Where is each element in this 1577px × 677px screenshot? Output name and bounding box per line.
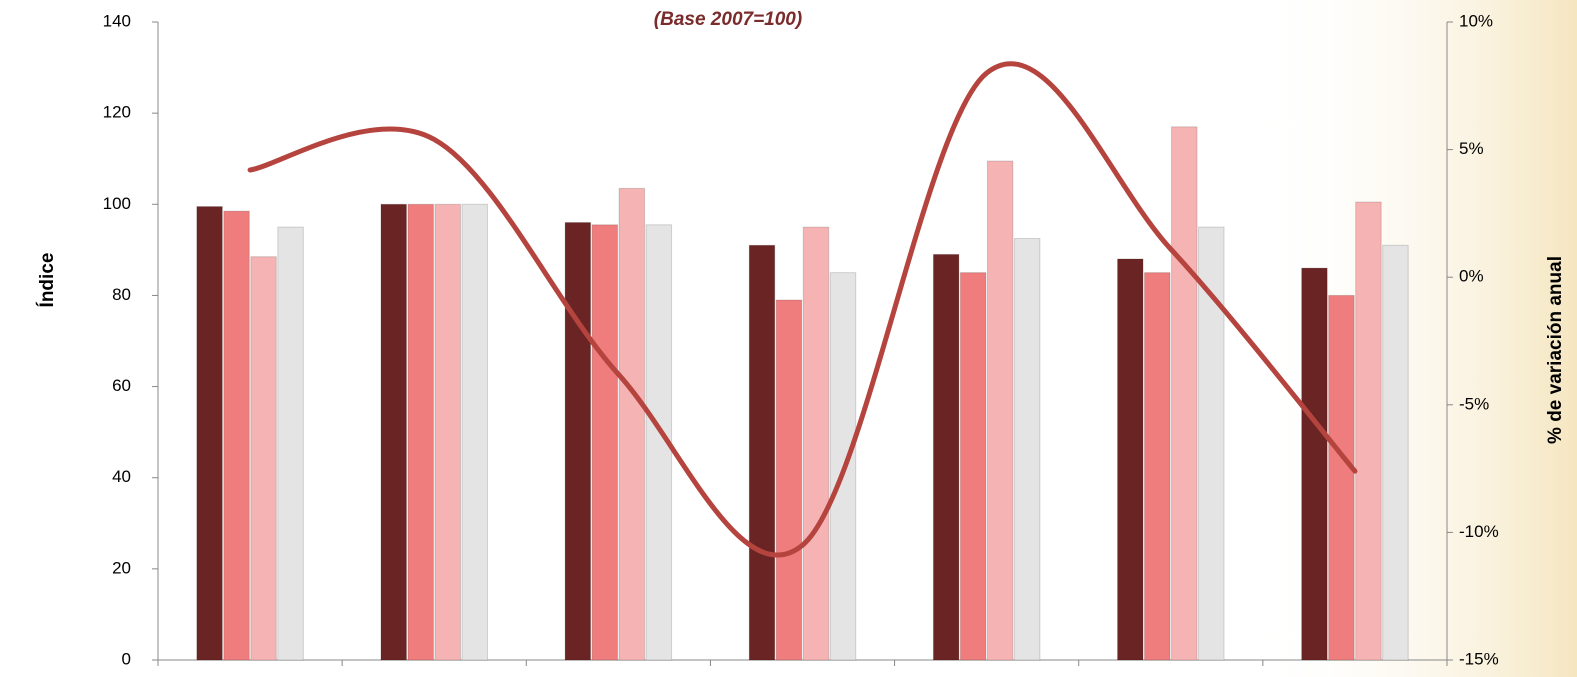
bar: [1328, 294, 1355, 661]
bar: [380, 203, 407, 661]
bar: [618, 187, 646, 661]
y2-tick-label: 10%: [1459, 11, 1493, 30]
y-axis-title: Índice: [36, 253, 58, 308]
y2-tick-label: 0%: [1459, 267, 1484, 286]
bar: [932, 253, 960, 661]
bar: [1013, 237, 1041, 661]
y-tick-label: 80: [112, 285, 131, 304]
bar: [1301, 267, 1328, 661]
bar: [564, 222, 592, 661]
chart-subtitle: (Base 2007=100): [654, 9, 802, 30]
bar: [748, 244, 776, 661]
bar: [1355, 201, 1382, 661]
y-tick-label: 120: [103, 103, 131, 122]
bar: [277, 226, 304, 661]
y2-tick-label: 5%: [1459, 139, 1484, 158]
y-tick-label: 20: [112, 558, 131, 577]
y2-axis-title: % de variación anual: [1545, 256, 1566, 444]
bar: [1171, 126, 1198, 661]
bar: [1382, 244, 1409, 661]
bar: [461, 203, 488, 661]
y2-tick-label: -5%: [1459, 394, 1489, 413]
bar: [1198, 226, 1225, 661]
bar: [434, 203, 461, 661]
line: [247, 61, 1358, 558]
bar: [775, 299, 803, 661]
y-tick-label: 100: [103, 194, 131, 213]
y2-tick-label: -15%: [1459, 649, 1499, 668]
bar: [986, 160, 1014, 661]
y2-tick-label: -10%: [1459, 522, 1499, 541]
bar: [196, 206, 223, 661]
bar: [223, 210, 250, 661]
bar: [250, 256, 277, 661]
y-tick-label: 140: [103, 11, 131, 30]
bar: [1117, 258, 1144, 661]
bar: [407, 203, 434, 661]
background-decor: [1250, 0, 1577, 677]
y-tick-label: 0: [122, 649, 131, 668]
bar: [959, 272, 987, 661]
bar: [802, 226, 830, 661]
bar: [591, 224, 619, 661]
y-tick-label: 60: [112, 376, 131, 395]
y-tick-label: 40: [112, 467, 131, 486]
bar: [1144, 272, 1171, 661]
